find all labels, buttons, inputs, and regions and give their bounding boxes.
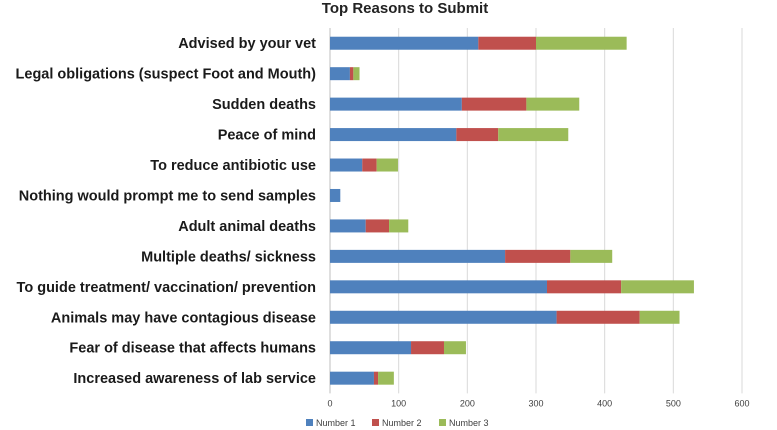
category-labels: Advised by your vet Legal obligations (su…: [16, 36, 317, 387]
bar-number-1: [330, 219, 366, 233]
legend-swatch: [439, 419, 446, 426]
bar-number-1: [330, 36, 479, 50]
bar-number-1: [330, 310, 557, 324]
legend: Number 1 Number 2 Number 3: [306, 418, 489, 428]
x-tick-label: 300: [528, 398, 543, 408]
bar-number-2: [505, 249, 571, 263]
bar-number-1: [330, 341, 412, 355]
bar-number-2: [461, 97, 527, 111]
bar-number-1: [330, 249, 506, 263]
bar-number-3: [526, 97, 580, 111]
bar-number-3: [639, 310, 680, 324]
bar-number-3: [376, 158, 398, 172]
bar-number-3: [536, 36, 627, 50]
bar-number-1: [330, 158, 363, 172]
bar-number-1: [330, 188, 341, 202]
legend-swatch: [372, 419, 379, 426]
x-tick-label: 600: [734, 398, 749, 408]
category-label: Animals may have contagious disease: [51, 310, 316, 326]
bar-number-2: [456, 128, 499, 142]
category-label: Peace of mind: [218, 128, 316, 144]
bar-number-2: [373, 371, 379, 385]
x-tick-label: 500: [666, 398, 681, 408]
bar-number-1: [330, 97, 462, 111]
bar-number-3: [389, 219, 409, 233]
x-tick-label: 400: [597, 398, 612, 408]
category-label: Legal obligations (suspect Foot and Mout…: [16, 67, 317, 83]
category-label: Adult animal deaths: [178, 219, 316, 235]
category-label: To guide treatment/ vaccination/ prevent…: [17, 280, 316, 296]
bar-number-3: [443, 341, 466, 355]
legend-label: Number 1: [316, 418, 356, 428]
category-label: Increased awareness of lab service: [73, 371, 316, 387]
bar-number-2: [365, 219, 390, 233]
chart-title: Top Reasons to Submit: [322, 0, 488, 17]
bar-number-2: [546, 280, 622, 294]
category-label: Multiple deaths/ sickness: [141, 249, 316, 265]
bar-number-3: [498, 128, 569, 142]
category-label: To reduce antibiotic use: [150, 158, 316, 174]
x-tick-label: 100: [391, 398, 406, 408]
category-label: Nothing would prompt me to send samples: [19, 188, 316, 204]
bar-number-3: [570, 249, 613, 263]
bar-number-1: [330, 128, 457, 142]
category-label: Advised by your vet: [178, 36, 316, 52]
category-label: Fear of disease that affects humans: [69, 341, 316, 357]
bar-number-2: [556, 310, 640, 324]
bar-number-1: [330, 280, 547, 294]
gridlines: [329, 28, 743, 394]
bar-number-1: [330, 371, 374, 385]
bar-number-1: [330, 67, 350, 81]
legend-label: Number 3: [449, 418, 489, 428]
x-tick-label: 200: [460, 398, 475, 408]
x-axis: 0 100 200 300 400 500 600: [327, 398, 749, 408]
bars: [330, 36, 694, 385]
category-label: Sudden deaths: [212, 97, 316, 113]
bar-number-3: [353, 67, 360, 81]
legend-swatch: [306, 419, 313, 426]
legend-label: Number 2: [382, 418, 422, 428]
bar-number-2: [411, 341, 444, 355]
bar-number-2: [478, 36, 536, 50]
bar-number-3: [378, 371, 394, 385]
bar-number-2: [362, 158, 377, 172]
bar-number-3: [621, 280, 694, 294]
bar-number-2: [349, 67, 354, 81]
x-tick-label: 0: [327, 398, 332, 408]
